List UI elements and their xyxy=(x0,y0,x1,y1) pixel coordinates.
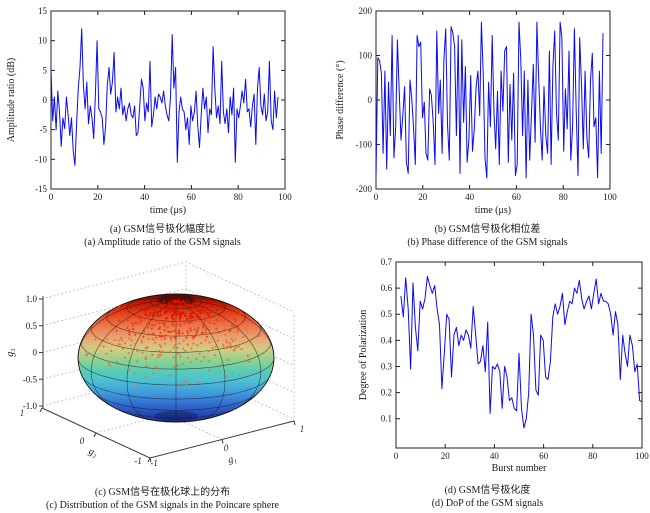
svg-text:80: 80 xyxy=(234,192,244,202)
svg-text:40: 40 xyxy=(490,451,500,461)
svg-text:time (μs): time (μs) xyxy=(475,205,511,216)
svg-text:0.2: 0.2 xyxy=(381,388,392,398)
svg-text:g₁: g₁ xyxy=(227,453,238,466)
svg-text:-200: -200 xyxy=(356,184,373,194)
poincare-sphere-canvas: 1.0 0.5 0 -0.5 -1.0 g₃ 1 0 -1 -1 0 1 g₂ g₁ xyxy=(5,261,305,468)
caption-c-en: (c) Distribution of the GSM signals in t… xyxy=(45,500,279,511)
svg-text:0.4: 0.4 xyxy=(381,335,393,345)
svg-text:100: 100 xyxy=(359,51,373,61)
svg-text:Burst number: Burst number xyxy=(492,463,547,474)
svg-text:0.1: 0.1 xyxy=(381,414,392,424)
svg-text:80: 80 xyxy=(559,192,569,202)
subplot-d-degree-of-polarization: 0 20 40 60 80 100 0.1 0.2 0.3 0.4 0.5 0.6 0.7 Burst n… xyxy=(325,250,650,513)
svg-text:Degree of Polarization: Degree of Polarization xyxy=(358,310,369,401)
svg-text:-100: -100 xyxy=(356,140,373,150)
amplitude-ratio-chart-canvas: 0 20 40 60 80 100 -15 -10 -5 0 5 10 15 time (μs) Ampli… xyxy=(6,6,292,216)
caption-b-en: (b) Phase difference of the GSM signals xyxy=(407,237,568,248)
svg-text:0.7: 0.7 xyxy=(381,257,393,267)
svg-text:100: 100 xyxy=(635,451,649,461)
svg-text:200: 200 xyxy=(359,6,373,16)
svg-text:0: 0 xyxy=(49,192,54,202)
svg-text:40: 40 xyxy=(465,192,475,202)
svg-text:60: 60 xyxy=(187,192,197,202)
svg-text:1: 1 xyxy=(20,408,25,418)
svg-text:0.6: 0.6 xyxy=(381,283,393,293)
svg-text:-10: -10 xyxy=(35,154,47,164)
svg-text:20: 20 xyxy=(441,451,451,461)
svg-text:-0.5: -0.5 xyxy=(23,374,38,384)
caption-a-en: (a) Amplitude ratio of the GSM signals xyxy=(84,237,241,248)
caption-d-zh: (d) GSM信号极化度 xyxy=(444,485,531,496)
svg-text:20: 20 xyxy=(418,192,428,202)
svg-text:g₃: g₃ xyxy=(5,348,16,357)
svg-text:60: 60 xyxy=(539,451,549,461)
svg-text:-15: -15 xyxy=(35,184,47,194)
svg-text:1.0: 1.0 xyxy=(26,294,38,304)
svg-text:5: 5 xyxy=(43,65,48,75)
svg-text:100: 100 xyxy=(278,192,292,202)
svg-text:-5: -5 xyxy=(40,125,48,135)
svg-text:-1: -1 xyxy=(150,458,158,468)
caption-c-zh: (c) GSM信号在极化球上的分布 xyxy=(94,487,231,498)
subplot-a-amplitude-ratio: 0 20 40 60 80 100 -15 -10 -5 0 5 10 15 time (μs) Ampli… xyxy=(0,0,325,250)
svg-text:80: 80 xyxy=(588,451,598,461)
svg-text:0: 0 xyxy=(368,95,373,105)
svg-text:0: 0 xyxy=(224,443,229,453)
svg-text:Phase difference (°): Phase difference (°) xyxy=(335,60,346,139)
svg-text:60: 60 xyxy=(512,192,522,202)
svg-text:20: 20 xyxy=(93,192,103,202)
svg-text:Amplitude ratio (dB): Amplitude ratio (dB) xyxy=(6,58,17,142)
caption-a-zh: (a) GSM信号极化幅度比 xyxy=(109,224,216,235)
svg-text:15: 15 xyxy=(38,6,48,16)
svg-text:1: 1 xyxy=(300,424,305,434)
svg-text:g₂: g₂ xyxy=(87,446,100,460)
svg-text:0: 0 xyxy=(43,95,48,105)
subplot-b-phase-difference: 0 20 40 60 80 100 -200 -100 0 100 200 time (μs) Phas… xyxy=(325,0,650,250)
svg-text:10: 10 xyxy=(38,36,48,46)
svg-text:0: 0 xyxy=(394,451,399,461)
svg-text:-1: -1 xyxy=(134,456,142,466)
subplot-c-poincare-sphere: 1.0 0.5 0 -0.5 -1.0 g₃ 1 0 -1 -1 0 1 g₂ g₁ (c) GSM信号在… xyxy=(0,250,325,513)
svg-text:0.5: 0.5 xyxy=(381,309,393,319)
svg-text:0: 0 xyxy=(374,192,379,202)
svg-text:0: 0 xyxy=(80,436,85,446)
phase-difference-chart-canvas: 0 20 40 60 80 100 -200 -100 0 100 200 time (μs) Phas… xyxy=(335,6,617,216)
svg-text:time (μs): time (μs) xyxy=(150,205,186,216)
svg-text:0.3: 0.3 xyxy=(381,361,393,371)
svg-text:40: 40 xyxy=(140,192,150,202)
caption-b-zh: (b) GSM信号极化相位差 xyxy=(434,224,541,235)
svg-text:100: 100 xyxy=(603,192,617,202)
svg-text:0.5: 0.5 xyxy=(26,321,38,331)
dop-chart-canvas: 0 20 40 60 80 100 0.1 0.2 0.3 0.4 0.5 0.6 0.7 Burst n… xyxy=(358,257,649,474)
svg-text:0: 0 xyxy=(33,348,38,358)
svg-text:-1.0: -1.0 xyxy=(23,401,38,411)
caption-d-en: (d) DoP of the GSM signals xyxy=(431,498,544,509)
